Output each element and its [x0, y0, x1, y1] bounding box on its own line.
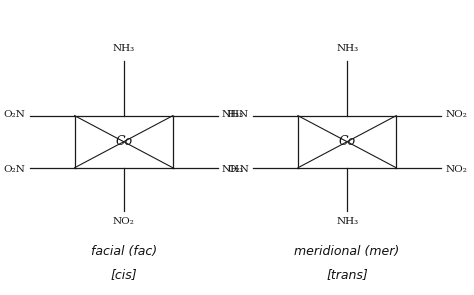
Text: [cis]: [cis]: [110, 268, 137, 281]
Text: NH₃: NH₃: [113, 45, 135, 53]
Text: H₃N: H₃N: [227, 110, 249, 119]
Text: NO₂: NO₂: [446, 165, 467, 174]
Text: O₂N: O₂N: [227, 165, 249, 174]
Text: Co: Co: [338, 135, 356, 148]
Text: NO₂: NO₂: [446, 110, 467, 119]
Text: NH₃: NH₃: [336, 217, 358, 226]
Text: NH₃: NH₃: [222, 165, 244, 174]
Text: Co: Co: [115, 135, 132, 148]
Text: O₂N: O₂N: [4, 165, 26, 174]
Text: meridional (mer): meridional (mer): [294, 245, 400, 258]
Text: facial (fac): facial (fac): [91, 245, 157, 258]
Text: NH₃: NH₃: [222, 110, 244, 119]
Text: O₂N: O₂N: [4, 110, 26, 119]
Text: NH₃: NH₃: [336, 45, 358, 53]
Text: NO₂: NO₂: [113, 217, 135, 226]
Text: [trans]: [trans]: [326, 268, 368, 281]
